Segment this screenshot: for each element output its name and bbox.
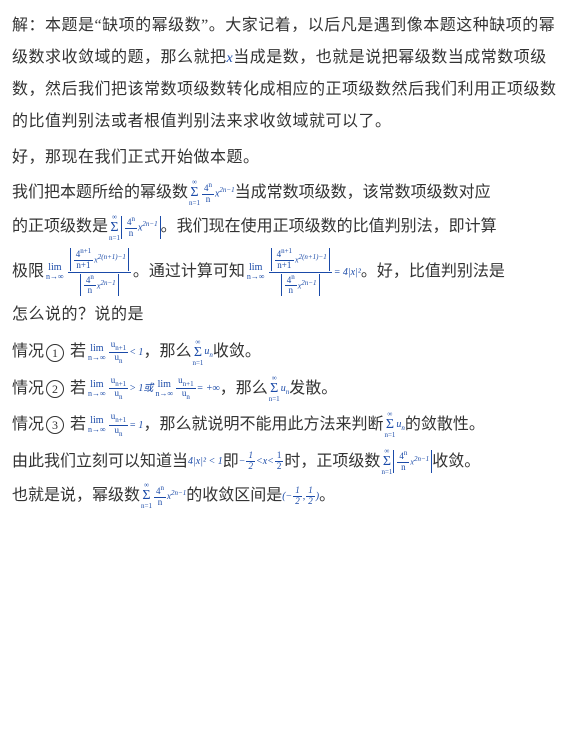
lim-c2b: limn→∞	[155, 380, 173, 398]
sum-bot: n=1	[189, 200, 200, 207]
pos-series-b: 。我们现在使用正项级数的比值判别法，即计算	[161, 212, 497, 242]
sum-concl1: ∞Σn=1	[381, 448, 392, 476]
case2-label: 情况	[12, 374, 44, 404]
lt-right: <	[267, 452, 274, 471]
conclusion-line-1: 由此我们立刻可以知道当 4|x|² < 1 即 −12 < x < 12 时，正…	[12, 447, 570, 477]
equals-4x2: = 4|x|²	[334, 263, 361, 282]
lim-c2a: limn→∞	[88, 380, 106, 398]
neg-half-left: −12	[239, 451, 256, 472]
ratio-frac-1: 4n+1n+1 x2(n+1)−1 4nn x2n−1	[68, 247, 131, 298]
x-power-1: x2n−1	[215, 184, 235, 203]
limit-mid-text: 。通过计算可知	[133, 257, 245, 287]
circled-2: 2	[46, 380, 64, 398]
start-text: 好，那现在我们正式开始做本题。	[12, 149, 260, 166]
limit-label-text: 极限	[12, 257, 44, 287]
sum-c1: ∞Σn=1	[192, 339, 203, 367]
abs-concl1: 4nn x2n−1	[393, 450, 432, 473]
ratio-test-question: 怎么说的？说的是	[12, 299, 570, 331]
un-ratio-c3: un+1 un	[109, 412, 128, 438]
ratio-frac-2: 4n+1n+1 x2(n+1)−1 4nn x2n−1	[269, 247, 332, 298]
un-ratio-c1: un+1 un	[109, 340, 128, 366]
concl1-c: 时，正项级数	[284, 447, 380, 477]
pos-series-a: 的正项级数是	[12, 212, 108, 242]
case1-if: 若	[70, 337, 86, 367]
concl1-b: 即	[223, 447, 239, 477]
sum-c3: ∞Σn=1	[384, 411, 395, 439]
limit-line: 极限 lim n→∞ 4n+1n+1 x2(n+1)−1 4nn x2n−1 。…	[12, 247, 570, 298]
concl2-a: 也就是说，幂级数	[12, 481, 140, 511]
case-2-line: 情况 2 若 limn→∞ un+1 un > 1或 limn→∞ un+1 u…	[12, 374, 570, 404]
concl2-c: 。	[319, 481, 335, 511]
lt1: < 1	[129, 343, 143, 362]
lim-c1: limn→∞	[88, 344, 106, 362]
un-ratio-c2a: un+1 un	[109, 376, 128, 402]
frac-4n-n-1: 4n n	[202, 182, 214, 205]
case1-label: 情况	[12, 337, 44, 367]
concl2-b: 的收敛区间是	[186, 481, 282, 511]
case2-diverge: 发散。	[289, 374, 337, 404]
frac-abs-1: 4n n	[125, 216, 137, 239]
concl1-d: 收敛。	[432, 447, 480, 477]
interval: (− 12 , 12 )	[282, 486, 319, 507]
half-right: 12	[275, 451, 284, 472]
series-intro-b: 当成常数项级数，该常数项级数对应	[235, 178, 491, 208]
sum-symbol-2: ∞ Σ n=1	[109, 214, 120, 242]
lim-block-1: lim n→∞	[46, 263, 64, 281]
series-intro-a: 我们把本题所给的幂级数	[12, 178, 188, 208]
eq1: = 1	[129, 416, 143, 435]
case3-inconclusive: 的敛散性。	[405, 410, 485, 440]
sum-symbol-1: ∞ Σ n=1	[189, 179, 200, 207]
positive-series-line: 的正项级数是 ∞ Σ n=1 4n n x2n−1 。我们现在使用正项级数的比值…	[12, 212, 570, 242]
ratio-q-text: 怎么说的？说的是	[12, 306, 144, 323]
lim-block-2: lim n→∞	[247, 263, 265, 281]
lim-c3: limn→∞	[88, 416, 106, 434]
sum-sigma: Σ	[190, 186, 198, 200]
case1-converge: 收敛。	[213, 337, 261, 367]
un-ratio-c2b: un+1 un	[176, 376, 195, 402]
sum-c2: ∞Σn=1	[269, 375, 280, 403]
abs-term-1: 4n n x2n−1	[121, 216, 161, 239]
intro-paragraph: 解：本题是“缺项的幂级数”。大家记着，以后凡是遇到像本题这种缺项的幂级数求收敛域…	[12, 10, 570, 138]
conclusion-line-2: 也就是说，幂级数 ∞Σn=1 4nn x2n−1 的收敛区间是 (− 12 , …	[12, 481, 570, 511]
sum-concl2: ∞Σn=1	[141, 482, 152, 510]
circled-1: 1	[46, 344, 64, 362]
circled-3: 3	[46, 416, 64, 434]
case3-then: ，那么就说明不能用此方法来判断	[143, 410, 383, 440]
series-intro-line: 我们把本题所给的幂级数 ∞ Σ n=1 4n n x2n−1 当成常数项级数，该…	[12, 178, 570, 208]
frac-concl2: 4nn	[154, 485, 166, 508]
case-1-line: 情况 1 若 limn→∞ un+1 un < 1 ，那么 ∞Σn=1 un 收…	[12, 337, 570, 367]
cond-4x2: 4|x|² < 1	[188, 452, 223, 471]
case1-then: ，那么	[143, 337, 191, 367]
limit-end-text: 。好，比值判别法是	[361, 257, 505, 287]
gt1: > 1或	[129, 379, 153, 398]
start-paragraph: 好，那现在我们正式开始做本题。	[12, 142, 570, 174]
concl1-a: 由此我们立刻可以知道当	[12, 447, 188, 477]
case2-then: ，那么	[220, 374, 268, 404]
lt-left: <	[256, 452, 263, 471]
eqinf: = +∞	[197, 379, 220, 398]
case3-if: 若	[70, 410, 86, 440]
case-3-line: 情况 3 若 limn→∞ un+1 un = 1 ，那么就说明不能用此方法来判…	[12, 410, 570, 440]
case2-if: 若	[70, 374, 86, 404]
case3-label: 情况	[12, 410, 44, 440]
